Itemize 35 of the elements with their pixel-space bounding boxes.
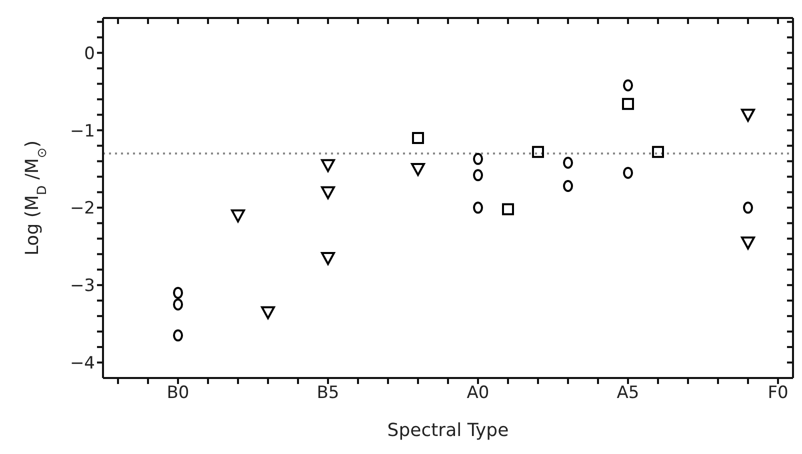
y-tick-label: −1 <box>70 121 95 142</box>
point <box>231 209 245 222</box>
point <box>502 203 514 216</box>
y-tick-label: −4 <box>70 354 95 374</box>
point <box>743 202 753 214</box>
point <box>173 298 183 310</box>
point <box>563 180 573 192</box>
point <box>652 146 664 158</box>
x-axis-title: Spectral Type <box>387 420 509 441</box>
point <box>473 169 483 182</box>
x-tick-label: B5 <box>316 383 340 404</box>
point <box>563 156 573 169</box>
x-tick-label: A0 <box>466 383 490 404</box>
x-tick-label: A5 <box>616 383 640 404</box>
point <box>412 132 424 144</box>
point <box>321 186 335 200</box>
point <box>623 166 633 179</box>
point <box>411 162 425 176</box>
point <box>532 146 544 158</box>
point <box>473 152 483 165</box>
y-tick-label: −2 <box>70 198 95 219</box>
point <box>261 306 275 320</box>
y-tick-label: −3 <box>70 276 95 296</box>
point <box>622 98 634 110</box>
point <box>321 252 335 265</box>
point <box>623 79 633 92</box>
point <box>173 329 183 342</box>
point <box>741 236 755 250</box>
point <box>473 202 483 214</box>
point <box>321 159 335 172</box>
y-tick-label: 0 <box>84 44 95 64</box>
point <box>741 108 755 122</box>
point <box>173 286 183 299</box>
x-tick-label: F0 <box>768 383 788 404</box>
x-tick-label: B0 <box>166 383 190 404</box>
